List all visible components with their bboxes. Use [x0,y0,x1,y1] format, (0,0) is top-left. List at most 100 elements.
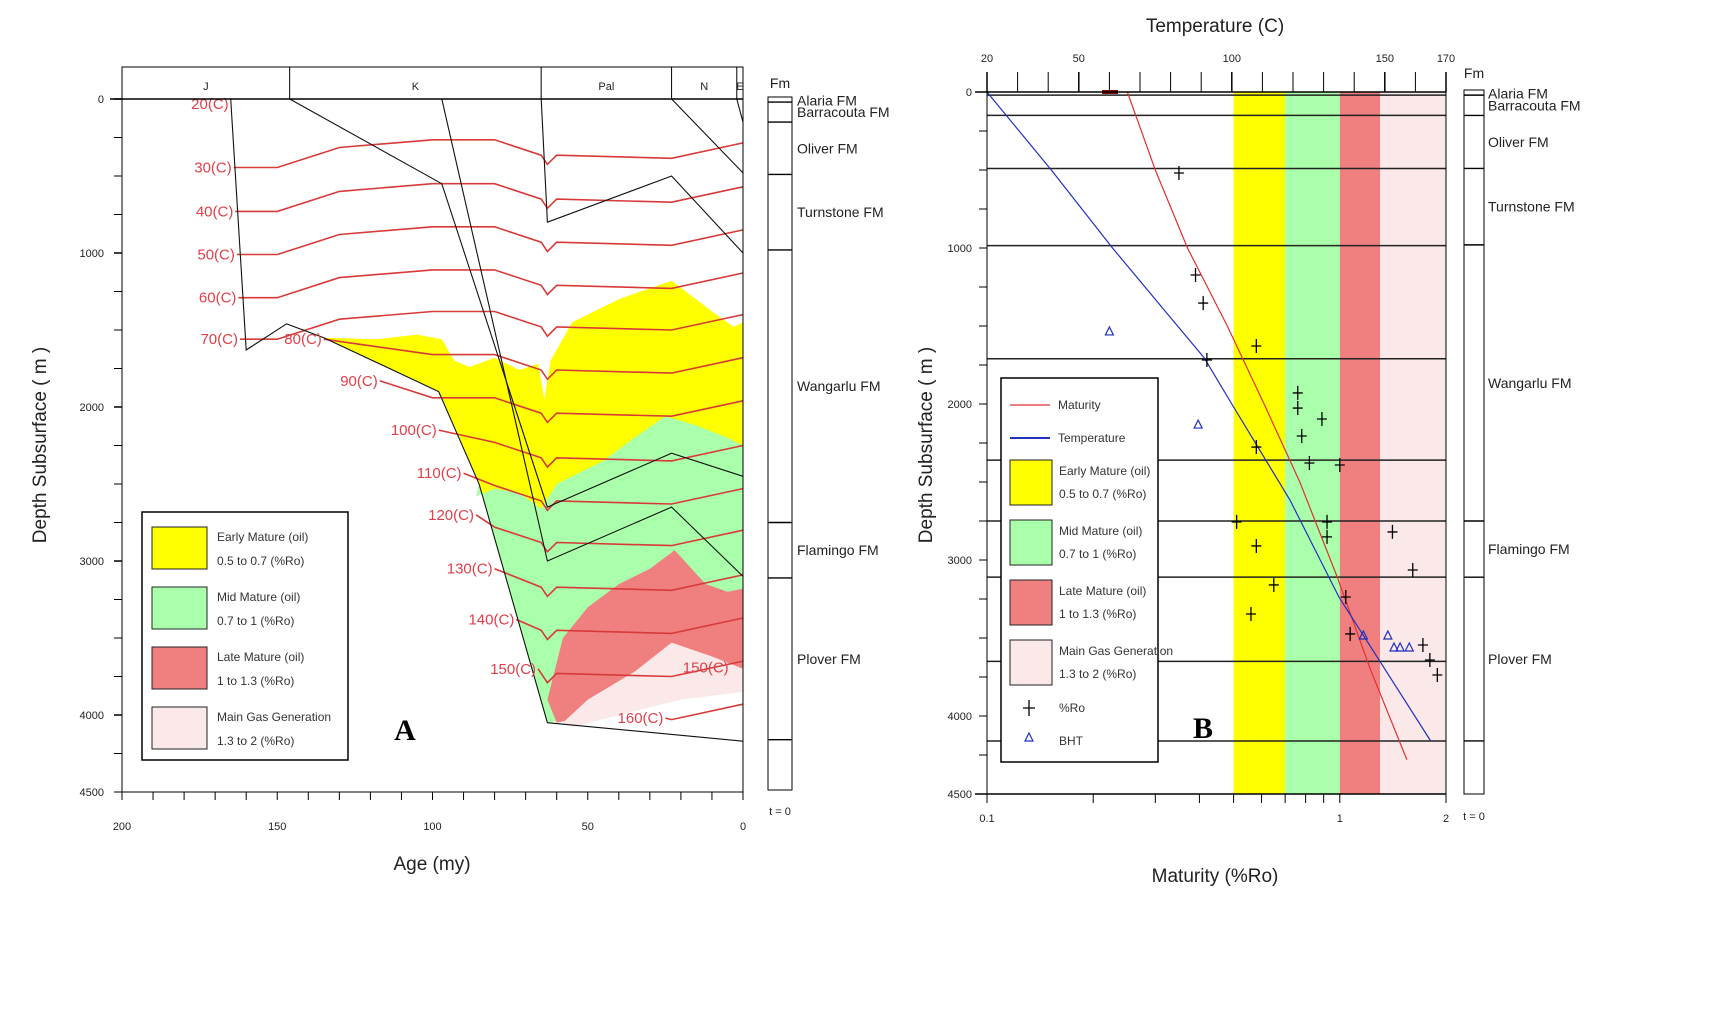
t-zero-label: t = 0 [769,806,791,818]
ro-point [1251,440,1262,455]
isotherm-line [235,182,744,213]
legend-swatch [1009,519,1053,566]
series-line-temperature [986,91,1432,742]
formation-column [767,96,793,791]
y-axis-title: Depth Subsurface ( m ) [916,347,937,543]
y-tick-label: 4000 [948,711,972,723]
y-tick-label: 4000 [80,710,104,722]
period-bar [121,66,744,100]
legend-label: Maturity [1058,398,1101,412]
ro-point [1316,411,1327,426]
x-tick-label: 1 [1337,813,1343,825]
burial-curve [230,98,744,742]
y-tick-label: 1000 [80,248,104,260]
period-label: E [736,81,743,93]
isotherm-label: 130(C) [447,561,493,578]
legend-label: Mid Mature (oil) [217,590,300,604]
panel-letter-a: A [394,714,416,747]
isotherm-label: 160(C) [618,710,664,727]
ro-point [1296,428,1307,443]
y-tick-label: 1000 [948,243,972,255]
isotherm-label: 20(C) [191,96,229,113]
formation-label: Turnstone FM [797,204,884,220]
bht-point [1404,641,1415,652]
formation-label: Alaria FM [1488,86,1548,102]
legend-swatch [151,526,208,570]
x-tick-label: 0.1 [979,813,994,825]
formation-label: Flamingo FM [797,542,879,558]
legend-range: 0.5 to 0.7 (%Ro) [1059,487,1146,501]
formation-label: Plover FM [1488,651,1552,667]
bht-point [1193,418,1204,429]
isotherm-line [463,472,744,512]
ro-point [1424,652,1435,667]
isotherm-label: 120(C) [428,507,474,524]
ro-point [1198,296,1209,311]
x-axis-title: Age (my) [393,854,470,875]
isotherm-label: 100(C) [391,422,437,439]
bht-point [1358,629,1369,640]
legend-swatch [1009,459,1053,506]
y-tick-label: 3000 [80,556,104,568]
isotherm-line [379,380,744,424]
formation-label: Oliver FM [797,140,858,156]
legend-swatch [151,646,208,690]
legend-label: Early Mature (oil) [1059,464,1150,478]
ro-point [1268,577,1279,592]
period-label: K [412,81,420,93]
y-tick-label: 4500 [948,789,972,801]
y-axis-title: Depth Subsurface ( m ) [30,347,51,543]
x-tick-label: 200 [113,821,131,833]
isotherm-label: 150(C) [683,659,729,676]
x-tick-label: 50 [582,821,594,833]
isotherm-label: 40(C) [196,203,234,220]
ro-point [1173,165,1184,180]
legend-label: Main Gas Generation [217,710,331,724]
ro-point [1432,667,1443,682]
maturity-band-2 [1339,92,1380,794]
burial-curve [289,98,744,508]
legend-swatch [151,586,208,630]
ro-point [1387,524,1398,539]
legend-label: Late Mature (oil) [217,650,304,664]
x-axis-title: Maturity (%Ro) [1152,866,1279,887]
isotherm-label: 80(C) [284,331,322,348]
ro-point [1304,455,1315,470]
isotherm-line [238,269,744,299]
y-tick-label: 0 [98,94,104,106]
maturity-band-1 [1285,92,1340,794]
legend-label: %Ro [1059,701,1085,715]
burial-curve [736,98,744,123]
burial-curve [441,98,744,577]
isotherm-line [515,617,744,641]
legend-label: BHT [1059,734,1084,748]
legend-b [1000,377,1159,763]
legend-range: 0.7 to 1 (%Ro) [217,614,294,628]
legend-label: Early Mature (oil) [217,530,308,544]
ro-point [1417,638,1428,653]
legend-swatch [1009,579,1053,626]
isotherm-label: 140(C) [468,612,514,629]
formation-label: Barracouta FM [1488,97,1581,113]
period-label: N [700,81,708,93]
legend-range: 1.3 to 2 (%Ro) [1059,667,1136,681]
legend-label: Mid Mature (oil) [1059,524,1142,538]
top-axis-title: Temperature (C) [1146,16,1284,37]
ro-point [1340,589,1351,604]
isotherm-label: 70(C) [200,331,238,348]
ro-point [1407,562,1418,577]
isotherm-label: 50(C) [197,247,235,264]
isotherm-line [240,310,744,341]
y-tick-label: 0 [966,87,972,99]
fm-header: Fm [770,75,790,91]
isotherm-line [665,703,744,721]
bht-point [1382,629,1393,640]
legend-range: 0.7 to 1 (%Ro) [1059,547,1136,561]
isotherm-line [236,226,744,256]
isotherm-line [537,660,744,684]
ro-point [1322,514,1333,529]
isotherm-label: 30(C) [194,160,232,177]
ro-point [1245,606,1256,621]
legend-bht-icon [1024,731,1034,742]
